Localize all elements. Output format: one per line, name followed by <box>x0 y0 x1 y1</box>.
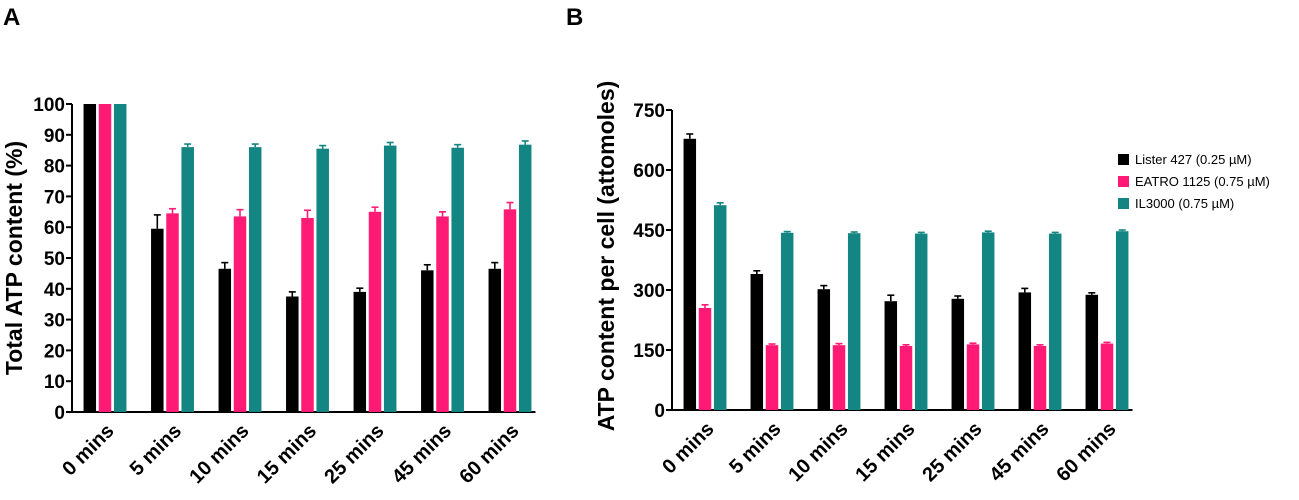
legend-swatch <box>1118 176 1129 187</box>
y-tick-label: 80 <box>44 157 65 178</box>
bar <box>451 147 464 412</box>
bar <box>316 148 329 412</box>
bar <box>1033 346 1047 410</box>
y-tick-label: 50 <box>44 249 65 270</box>
bar <box>113 104 127 412</box>
y-tick-label: 40 <box>44 280 65 301</box>
y-axis-title: Total ATP content (%) <box>1 141 27 375</box>
x-tick-label: 45 mins <box>388 420 456 488</box>
y-axis-title: ATP content per cell (attomoles) <box>593 81 619 432</box>
x-tick-label: 10 mins <box>185 420 253 488</box>
bar <box>488 268 502 412</box>
x-tick-label: 5 mins <box>126 420 186 480</box>
bar <box>353 291 367 412</box>
y-tick-label: 100 <box>33 95 65 116</box>
chart-legend: Lister 427 (0.25 µM) EATRO 1125 (0.75 µM)… <box>1118 152 1270 211</box>
x-tick-label: 0 mins <box>58 420 118 480</box>
bar <box>1085 294 1099 410</box>
chart-panel-a: A Total ATP content (%) 0 10 20 30 40 50 60 70 80 9… <box>1 4 536 488</box>
y-tick-label: 300 <box>633 281 665 302</box>
bar <box>1018 292 1032 410</box>
bar <box>1115 231 1129 410</box>
panel-letter: B <box>566 4 583 31</box>
bar <box>966 344 980 410</box>
bar <box>421 270 434 412</box>
bar <box>817 289 831 410</box>
y-tick-label: 30 <box>44 311 65 332</box>
bar <box>368 211 382 412</box>
y-tick-label: 450 <box>633 221 665 242</box>
bar <box>383 145 397 412</box>
bar <box>98 104 112 412</box>
bar <box>1048 233 1062 410</box>
x-tick-label: 45 mins <box>985 418 1053 486</box>
bar <box>436 216 449 412</box>
bar <box>248 147 262 412</box>
bar <box>780 232 794 410</box>
bar <box>166 213 179 412</box>
y-tick-label: 0 <box>654 401 665 422</box>
bar <box>981 232 995 410</box>
bar <box>286 296 299 412</box>
bar <box>218 268 232 412</box>
legend-label: IL3000 (0.75 µM) <box>1135 196 1234 211</box>
x-tick-label: 25 mins <box>918 418 986 486</box>
y-tick-label: 20 <box>44 341 65 362</box>
bar <box>151 228 164 412</box>
x-tick-label: 5 mins <box>725 418 785 478</box>
bar <box>750 274 764 410</box>
y-tick-label: 70 <box>44 187 65 208</box>
bar <box>1100 343 1114 410</box>
x-tick-label: 60 mins <box>455 420 523 488</box>
y-tick-label: 60 <box>44 218 65 239</box>
legend-swatch <box>1118 154 1129 165</box>
bar <box>884 301 898 410</box>
bar <box>951 298 965 410</box>
bar <box>83 104 97 412</box>
bar <box>503 209 517 412</box>
panel-letter: A <box>3 4 20 31</box>
bar <box>713 205 727 410</box>
bar <box>899 346 913 410</box>
x-tick-label: 10 mins <box>784 418 852 486</box>
bar <box>847 233 861 410</box>
y-tick-label: 10 <box>44 372 65 393</box>
x-tick-label: 15 mins <box>851 418 919 486</box>
bar <box>518 144 532 412</box>
y-tick-label: 90 <box>44 126 65 147</box>
y-tick-label: 150 <box>633 341 665 362</box>
y-tick-label: 600 <box>633 161 665 182</box>
chart-panel-b: B ATP content per cell (attomoles) 0 150 300… <box>566 4 1133 486</box>
bar <box>181 147 194 412</box>
y-tick-label: 0 <box>54 403 65 424</box>
bar <box>765 345 779 410</box>
bar <box>683 138 697 411</box>
bar <box>832 345 846 410</box>
y-tick-label: 750 <box>633 101 665 122</box>
x-tick-label: 25 mins <box>320 420 388 488</box>
legend-swatch <box>1118 198 1129 209</box>
bar <box>698 308 712 410</box>
x-tick-label: 15 mins <box>253 420 321 488</box>
bar <box>233 216 247 412</box>
x-tick-label: 60 mins <box>1052 418 1120 486</box>
bar <box>914 233 928 410</box>
legend-label: EATRO 1125 (0.75 µM) <box>1135 174 1270 189</box>
x-tick-label: 0 mins <box>658 418 718 478</box>
bar <box>301 217 314 412</box>
legend-label: Lister 427 (0.25 µM) <box>1135 152 1252 167</box>
